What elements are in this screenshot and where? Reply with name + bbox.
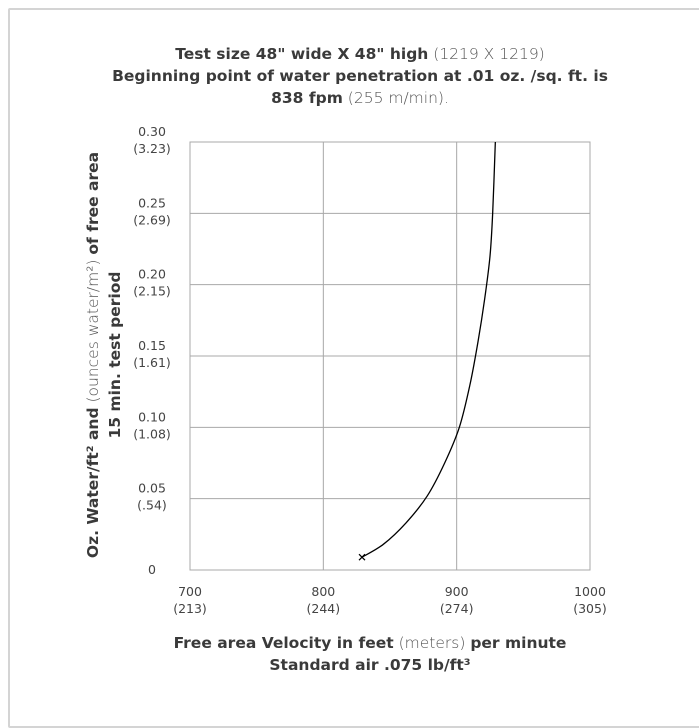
x-tick-sublabel: (274) [440,601,474,616]
x-tick-sublabel: (213) [173,601,207,616]
y-tick-label: 0.05 [138,481,166,496]
y-tick-sublabel: (1.08) [133,426,171,441]
y-tick-sublabel: (.54) [137,498,167,513]
x-axis-label-line-2: Standard air .075 lb/ft³ [269,656,471,674]
x-tick-label: 800 [311,584,335,599]
y-tick-sublabel: (2.69) [133,212,171,227]
x-tick-label: 900 [445,584,469,599]
x-axis-label-light: (meters) [398,634,466,652]
y-tick-label: 0 [148,562,156,577]
x-tick-label: 700 [178,584,202,599]
title-line-3-bold: 838 fpm [271,89,343,107]
title-line-1-light: (1219 X 1219) [433,45,545,63]
x-axis-label-bold-b: per minute [470,634,567,652]
x-tick-label: 1000 [574,584,606,599]
y-tick-label: 0.25 [138,195,166,210]
x-axis-label-bold-a: Free area Velocity in feet [173,634,394,652]
title-line-2-bold: Beginning point of water penetration at … [112,67,608,85]
marker-stroke [358,553,366,561]
title-line-1-bold: Test size 48" wide X 48" high [175,45,429,63]
title-line-3-light: (255 m/min). [347,89,449,107]
y-tick-sublabel: (1.61) [133,355,171,370]
x-tick-sublabel: (244) [307,601,341,616]
chart-title-line-2: Beginning point of water penetration at … [40,65,680,87]
y-tick-label: 0.15 [138,338,166,353]
y-tick-sublabel: (3.23) [133,141,171,156]
chart-title-line-1: Test size 48" wide X 48" high (1219 X 12… [40,43,680,65]
chart-title-line-3: 838 fpm (255 m/min). [40,87,680,109]
series-line [361,141,496,558]
y-tick-label: 0.10 [138,409,166,424]
y-tick-label: 0.30 [138,124,166,139]
y-tick-label: 0.20 [138,267,166,282]
y-tick-sublabel: (2.15) [133,284,171,299]
start-point-marker [358,553,366,561]
x-axis-label-line-1: Free area Velocity in feet (meters) per … [120,632,620,654]
x-tick-sublabel: (305) [573,601,607,616]
